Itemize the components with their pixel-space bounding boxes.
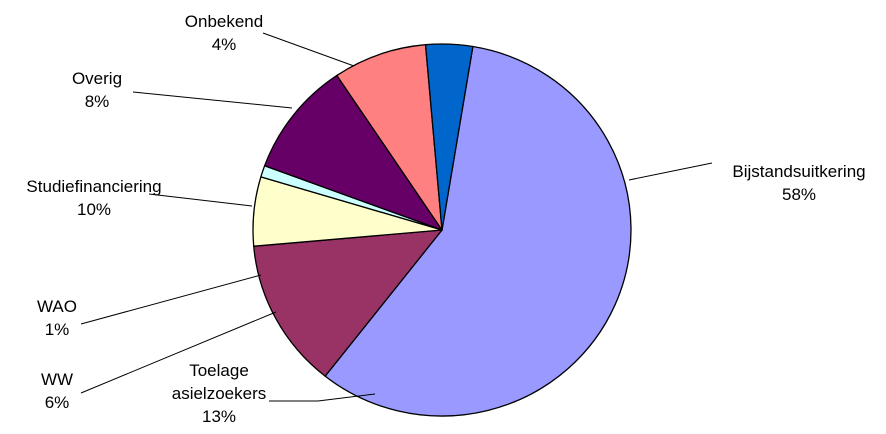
pie-slice-overig — [336, 44, 443, 231]
slice-category: WAO — [37, 297, 77, 316]
slice-label-wao: WAO 1% — [37, 297, 77, 339]
slice-category: Studiefinanciering — [26, 177, 161, 196]
slice-percent: 10% — [77, 200, 111, 219]
slice-category: Onbekend — [185, 12, 263, 31]
slice-percent: 4% — [212, 35, 237, 54]
slice-label-onbekend: Onbekend 4% — [185, 12, 263, 54]
leader-line-wao — [80, 274, 262, 325]
slice-category: asielzoekers — [172, 384, 267, 403]
slice-category: Overig — [72, 69, 122, 88]
slice-label-bijstandsuitkering: Bijstandsuitkering 58% — [732, 162, 865, 204]
pie-slice-onbekend — [424, 43, 474, 231]
slice-label-ww: WW 6% — [41, 370, 73, 412]
slice-category: Toelage — [189, 361, 249, 380]
slice-percent: 6% — [45, 393, 70, 412]
leader-line-ww — [80, 311, 277, 394]
leader-line-toelage-asielzoekers — [269, 393, 376, 402]
pie-slice-bijstandsuitkering — [324, 45, 632, 417]
leader-line-onbekend — [262, 32, 355, 67]
leader-line-overig — [132, 91, 293, 109]
leader-line-studiefinanciering — [148, 193, 253, 207]
slice-label-toelage-asielzoekers: Toelage asielzoekers 13% — [172, 361, 267, 426]
slice-label-overig: Overig 8% — [72, 69, 122, 111]
slice-label-studiefinanciering: Studiefinanciering 10% — [26, 177, 161, 219]
slice-percent: 8% — [85, 92, 110, 111]
slice-percent: 58% — [782, 185, 816, 204]
pie-slice-toelage-asielzoekers — [253, 229, 443, 377]
slice-category: WW — [41, 370, 73, 389]
slice-category: Bijstandsuitkering — [732, 162, 865, 181]
leader-line-bijstandsuitkering — [628, 162, 713, 181]
slice-percent: 13% — [202, 407, 236, 426]
pie-slice-studiefinanciering — [263, 74, 443, 231]
slice-percent: 1% — [45, 320, 70, 339]
